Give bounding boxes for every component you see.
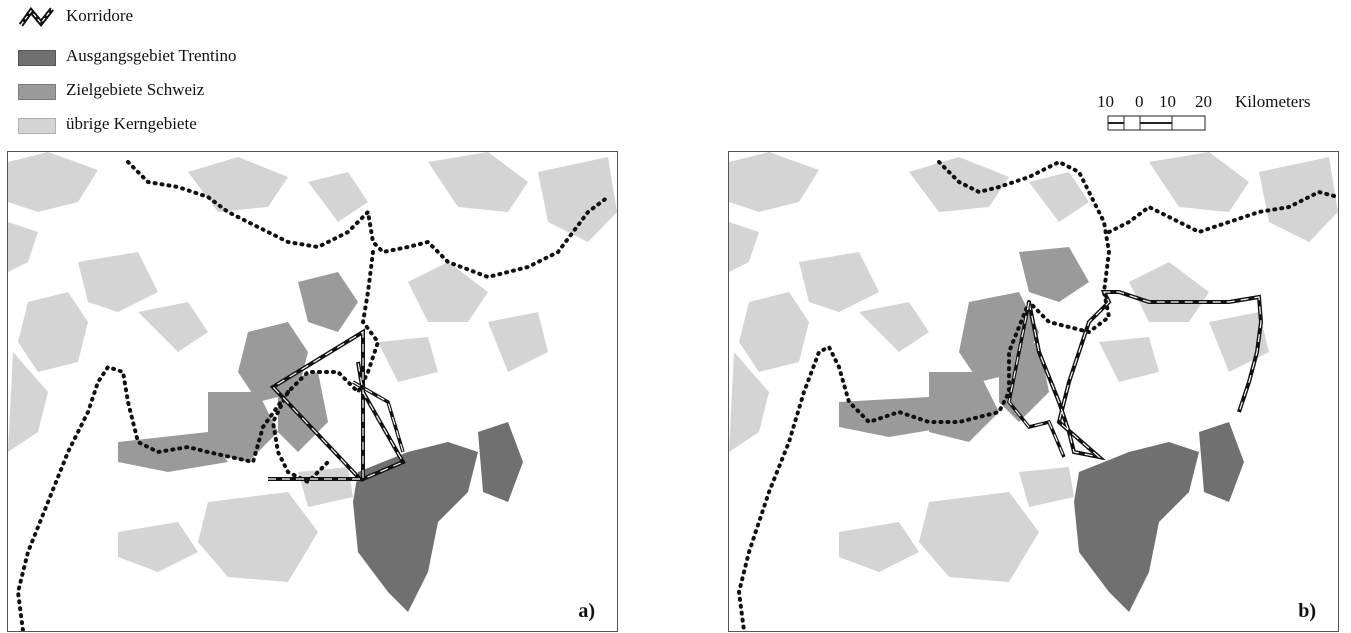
core-area (538, 157, 617, 242)
core-area (729, 152, 819, 212)
target-area (298, 272, 358, 332)
core-area (488, 312, 548, 372)
scale-tick-0: 0 (1135, 92, 1144, 111)
border-line (1107, 189, 1338, 235)
corridor-line (1028, 291, 1262, 459)
target-area (1019, 247, 1089, 302)
core-area (919, 492, 1039, 582)
scale-unit: Kilometers (1235, 92, 1311, 111)
target-areas-switzerland (118, 272, 358, 472)
core-area (118, 522, 198, 572)
core-area (138, 302, 208, 352)
corridors (268, 328, 406, 483)
target-area (118, 432, 228, 472)
target-areas-switzerland (839, 247, 1089, 442)
core-area (308, 172, 368, 222)
corridors (1007, 290, 1264, 461)
origin-area (1199, 422, 1244, 502)
map-b-canvas (729, 152, 1338, 631)
target-area (208, 392, 278, 462)
core-area (1129, 262, 1209, 322)
core-area (78, 252, 158, 312)
core-area (729, 352, 769, 452)
scale-bar: 10 0 10 20 Kilometers (1093, 92, 1343, 136)
core-area (1259, 157, 1338, 242)
scale-bar-graphic (1107, 115, 1206, 131)
core-area (428, 152, 528, 212)
legend-label-other: übrige Kerngebiete (66, 114, 197, 133)
core-area (298, 467, 353, 507)
target-area (929, 372, 999, 442)
border-line (736, 300, 1031, 631)
corridor-line (1008, 301, 1065, 458)
other-core-areas (8, 152, 617, 582)
core-area (8, 222, 38, 272)
core-area (909, 157, 1009, 212)
origin-area (1074, 442, 1199, 612)
core-area (18, 292, 88, 372)
map-a-canvas (8, 152, 617, 631)
core-area (1019, 467, 1074, 507)
legend-item-other: übrige Kerngebiete (16, 114, 336, 144)
core-area (839, 522, 919, 572)
target-swatch (18, 84, 56, 100)
legend-item-origin: Ausgangsgebiet Trentino (16, 46, 336, 76)
legend-item-target: Zielgebiete Schweiz (16, 80, 336, 110)
core-area (378, 337, 438, 382)
corridor-line (352, 381, 404, 453)
legend-item-corridors: Korridore (16, 6, 336, 36)
target-area (839, 397, 949, 437)
core-area (799, 252, 879, 312)
core-area (8, 152, 98, 212)
scale-tick-neg10: 10 (1097, 92, 1114, 111)
border-line (15, 364, 290, 631)
core-area (1149, 152, 1249, 212)
legend-label-corridors: Korridore (66, 6, 134, 25)
origin-swatch (18, 50, 56, 66)
core-area (729, 222, 759, 272)
origin-area (353, 442, 478, 612)
target-area (999, 342, 1049, 422)
core-area (1099, 337, 1159, 382)
other-core-areas (729, 152, 1338, 582)
other-swatch (18, 118, 56, 134)
panel-label-a: a) (578, 600, 595, 622)
legend-label-origin: Ausgangsgebiet Trentino (66, 46, 237, 65)
core-area (739, 292, 809, 372)
legend-label-target: Zielgebiete Schweiz (66, 80, 205, 99)
core-area (198, 492, 318, 582)
origin-area (478, 422, 523, 502)
origin-area-trentino (1074, 422, 1244, 612)
core-area (859, 302, 929, 352)
core-area (1029, 172, 1089, 222)
core-area (408, 262, 488, 322)
scale-tick-10: 10 (1159, 92, 1176, 111)
border-line (126, 160, 610, 280)
border-line (937, 159, 1112, 335)
corridor-line (268, 330, 404, 480)
core-area (188, 157, 288, 212)
scale-tick-20: 20 (1195, 92, 1212, 111)
core-area (8, 352, 48, 452)
corridor-line-icon (18, 6, 54, 27)
panel-label-b: b) (1298, 600, 1316, 622)
origin-area-trentino (353, 422, 523, 612)
map-panel-b: b) (728, 151, 1339, 632)
map-panel-a: a) (7, 151, 618, 632)
